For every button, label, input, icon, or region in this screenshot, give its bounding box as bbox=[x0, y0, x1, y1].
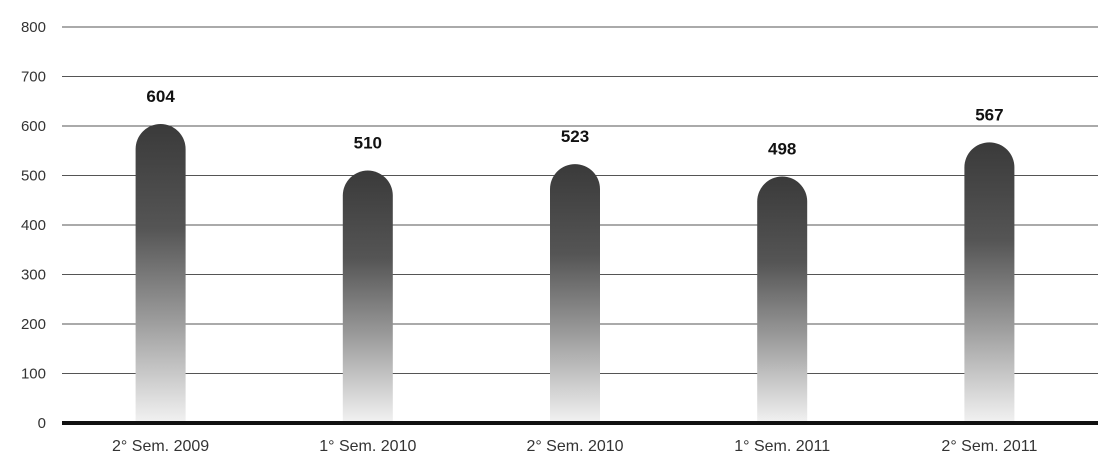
x-category-label: 1° Sem. 2010 bbox=[319, 438, 416, 455]
x-category-label: 1° Sem. 2011 bbox=[734, 438, 830, 455]
bar bbox=[550, 164, 600, 424]
y-tick-label: 200 bbox=[21, 316, 46, 333]
y-tick-label: 700 bbox=[21, 69, 46, 86]
data-labels: 604 510 523 498 567 bbox=[146, 87, 1003, 158]
bar bbox=[757, 176, 808, 423]
bars bbox=[135, 124, 1015, 424]
y-tick-label: 400 bbox=[21, 217, 46, 234]
data-label: 567 bbox=[975, 105, 1003, 124]
bar bbox=[342, 170, 393, 423]
x-category-label: 2° Sem. 2011 bbox=[941, 438, 1037, 455]
y-tick-label: 0 bbox=[38, 415, 46, 432]
data-label: 510 bbox=[354, 134, 382, 153]
y-axis-tick-labels: 0 100 200 300 400 500 600 700 800 bbox=[21, 19, 46, 432]
x-category-label: 2° Sem. 2009 bbox=[112, 438, 209, 455]
data-label: 498 bbox=[768, 139, 796, 158]
y-tick-label: 100 bbox=[21, 366, 46, 383]
bar bbox=[964, 142, 1015, 423]
x-axis-category-labels: 2° Sem. 2009 1° Sem. 2010 2° Sem. 2010 1° S… bbox=[112, 438, 1037, 455]
y-tick-label: 300 bbox=[21, 267, 46, 284]
data-label: 604 bbox=[146, 87, 175, 106]
y-tick-label: 800 bbox=[21, 19, 46, 36]
bar bbox=[135, 124, 186, 423]
x-category-label: 2° Sem. 2010 bbox=[526, 438, 623, 455]
data-label: 523 bbox=[561, 127, 589, 146]
y-tick-label: 500 bbox=[21, 168, 46, 185]
y-tick-label: 600 bbox=[21, 118, 46, 135]
